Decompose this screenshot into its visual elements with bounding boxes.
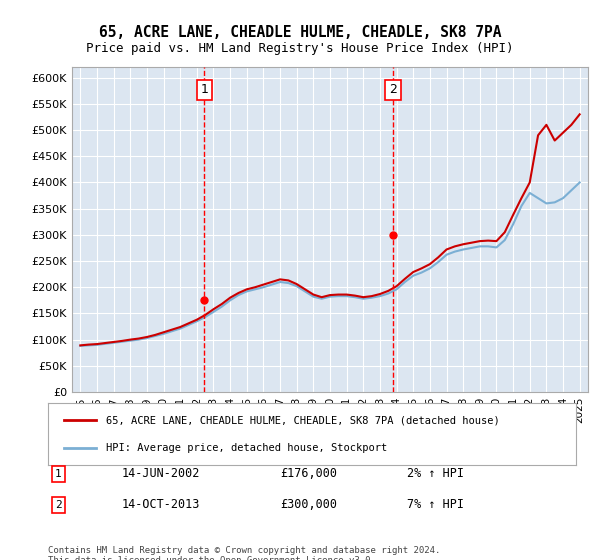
Text: £176,000: £176,000 <box>280 468 337 480</box>
Text: HPI: Average price, detached house, Stockport: HPI: Average price, detached house, Stoc… <box>106 442 388 452</box>
Text: 2: 2 <box>389 83 397 96</box>
Text: 14-JUN-2002: 14-JUN-2002 <box>122 468 200 480</box>
Text: 7% ↑ HPI: 7% ↑ HPI <box>407 498 464 511</box>
Text: 1: 1 <box>55 469 62 479</box>
Text: 1: 1 <box>200 83 208 96</box>
Text: Price paid vs. HM Land Registry's House Price Index (HPI): Price paid vs. HM Land Registry's House … <box>86 42 514 55</box>
Text: 2: 2 <box>55 500 62 510</box>
Text: 2% ↑ HPI: 2% ↑ HPI <box>407 468 464 480</box>
Text: 14-OCT-2013: 14-OCT-2013 <box>122 498 200 511</box>
Text: 65, ACRE LANE, CHEADLE HULME, CHEADLE, SK8 7PA (detached house): 65, ACRE LANE, CHEADLE HULME, CHEADLE, S… <box>106 416 500 426</box>
Text: £300,000: £300,000 <box>280 498 337 511</box>
Text: Contains HM Land Registry data © Crown copyright and database right 2024.
This d: Contains HM Land Registry data © Crown c… <box>48 546 440 560</box>
Text: 65, ACRE LANE, CHEADLE HULME, CHEADLE, SK8 7PA: 65, ACRE LANE, CHEADLE HULME, CHEADLE, S… <box>99 25 501 40</box>
